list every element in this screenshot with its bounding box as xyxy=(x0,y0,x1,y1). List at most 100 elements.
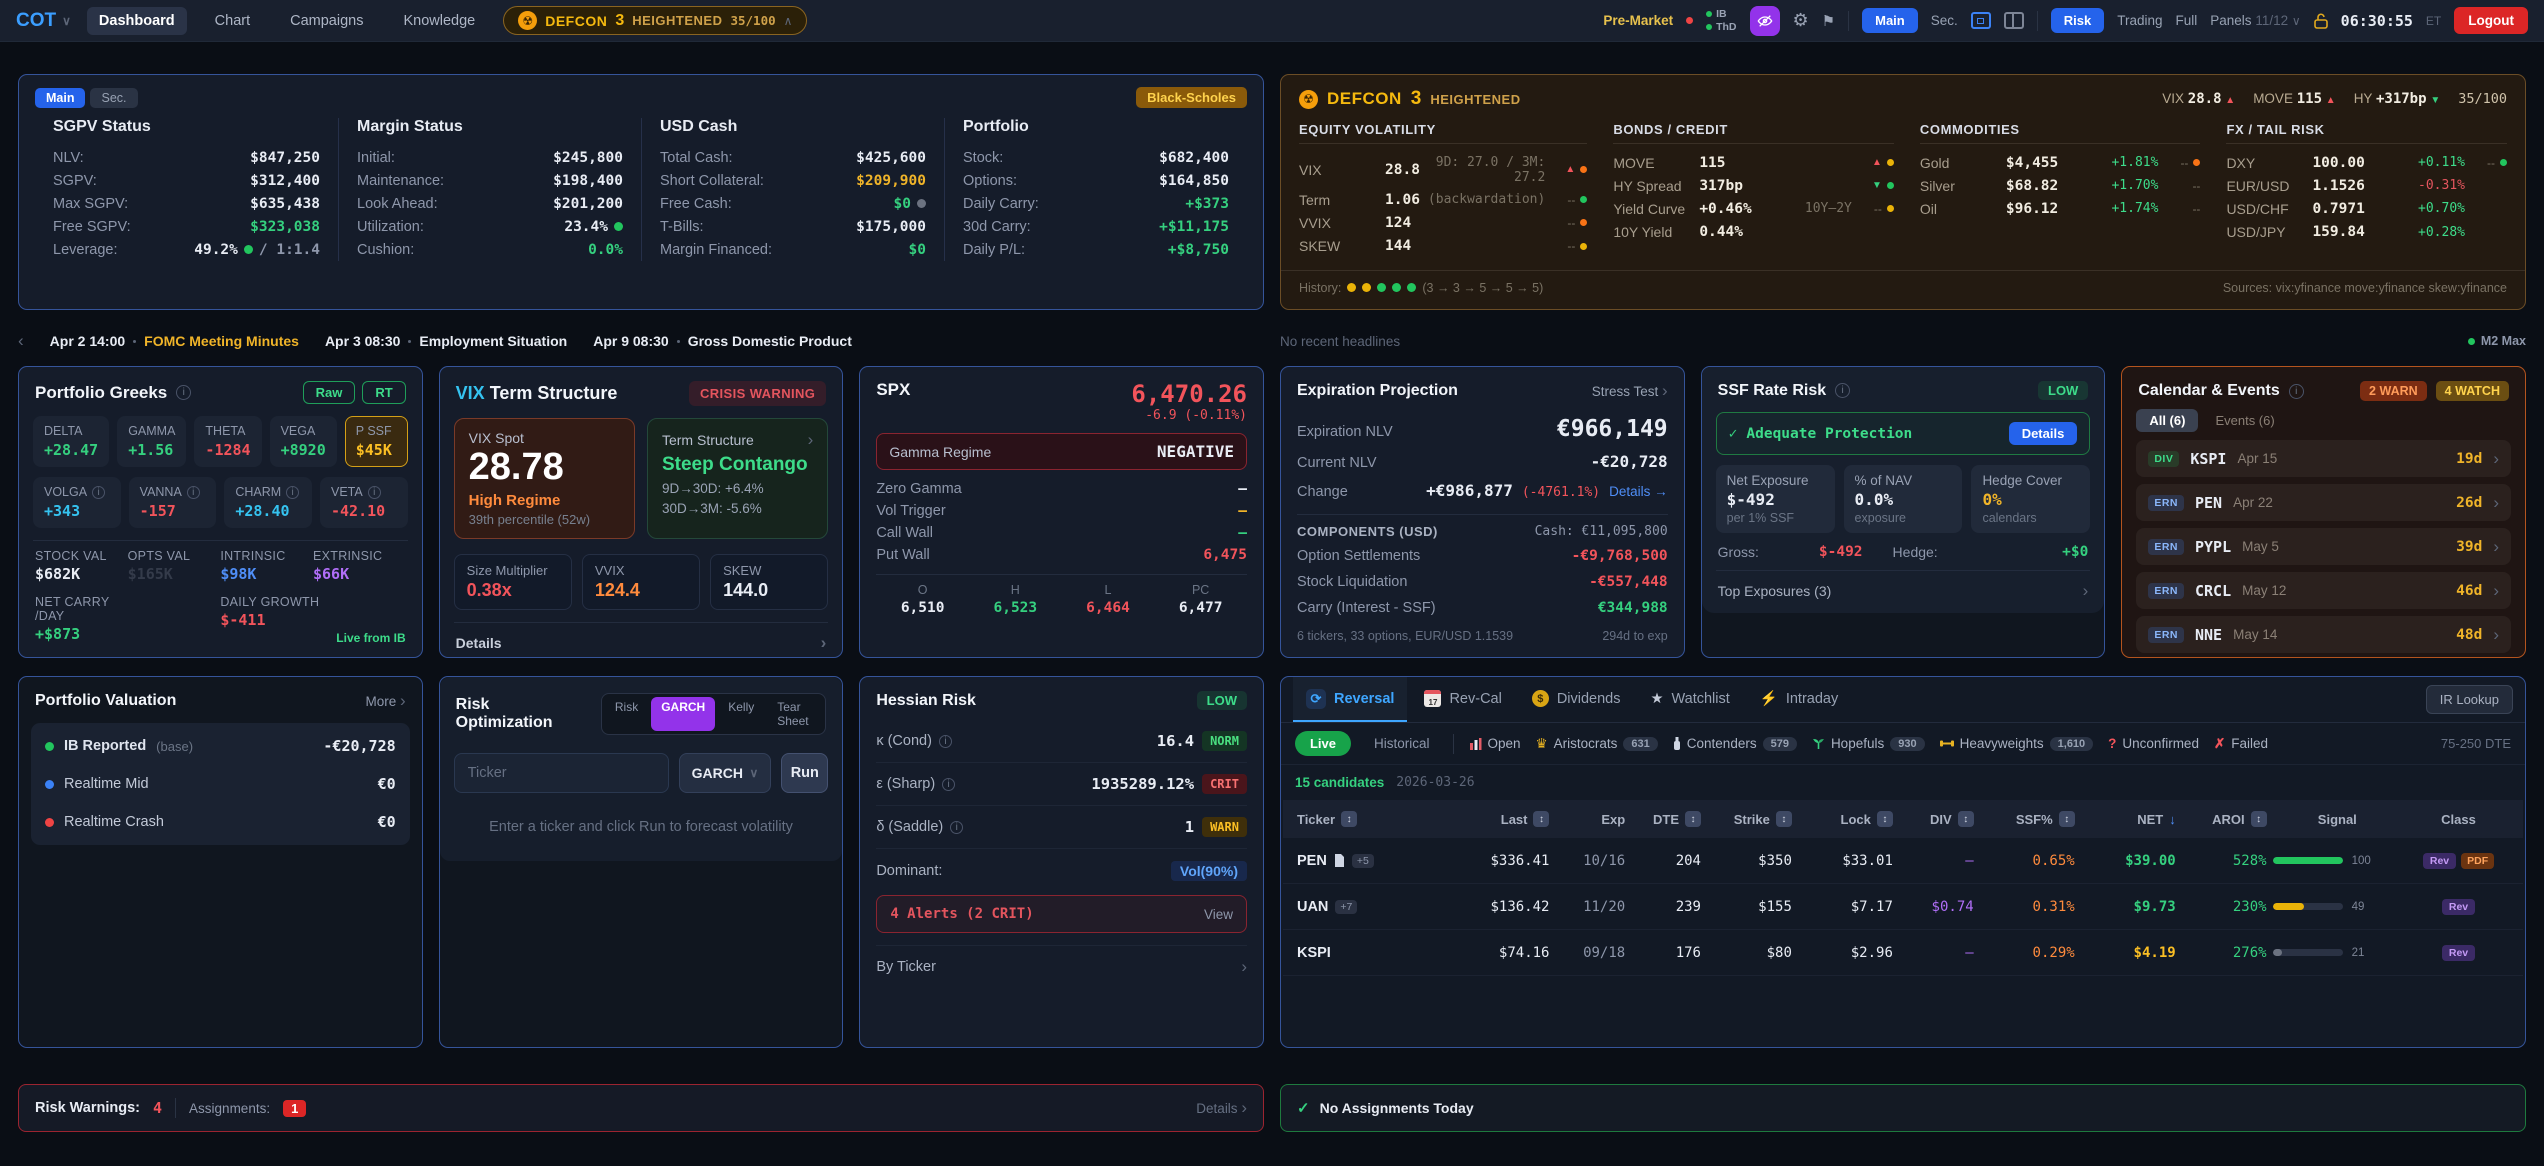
calendar-row[interactable]: DIV KSPI Apr 15 19d › xyxy=(2136,440,2511,477)
info-icon[interactable] xyxy=(1835,383,1851,398)
vanna-tile[interactable]: VANNA-157 xyxy=(128,477,217,528)
historical-toggle[interactable]: Historical xyxy=(1374,736,1430,751)
live-toggle[interactable]: Live xyxy=(1294,731,1351,756)
col-lock[interactable]: Lock ↕ xyxy=(1792,811,1893,827)
pssf-tile-selected[interactable]: P SSF $45K xyxy=(344,416,408,467)
panels-dropdown[interactable]: Panels 11/12 ∨ xyxy=(2210,13,2301,28)
event-item[interactable]: Apr 2 14:00 FOMC Meeting Minutes xyxy=(49,333,299,349)
term-structure-card[interactable]: Term Structure › Steep Contango 9D→30D: +… xyxy=(646,418,829,539)
calendar-row[interactable]: ERN PEN Apr 22 26d › xyxy=(2136,484,2511,521)
col-ssf[interactable]: SSF% ↕ xyxy=(1974,811,2075,827)
info-icon[interactable] xyxy=(92,485,106,499)
nav-tab-dashboard[interactable]: Dashboard xyxy=(86,6,187,35)
stress-test-link[interactable]: Stress Test › xyxy=(1591,381,1668,400)
filter-contenders[interactable]: Contenders 579 xyxy=(1673,736,1797,751)
event-item[interactable]: Apr 9 08:30 Gross Domestic Product xyxy=(593,333,852,349)
nav-tab-knowledge[interactable]: Knowledge xyxy=(403,12,476,29)
gamma-tile[interactable]: GAMMA +1.56 xyxy=(117,416,187,467)
logout-button[interactable]: Logout xyxy=(2454,7,2528,34)
tab-rev-cal[interactable]: 17 Rev-Cal xyxy=(1411,677,1514,722)
ticker-input[interactable] xyxy=(453,753,669,793)
tab-kelly[interactable]: Kelly xyxy=(728,700,755,714)
calendar-row[interactable]: ERN PYPL May 5 39d › xyxy=(2136,528,2511,565)
more-link[interactable]: More › xyxy=(365,691,406,710)
tab-dividends[interactable]: $ Dividends xyxy=(1519,677,1634,722)
event-item[interactable]: Apr 3 08:30 Employment Situation xyxy=(324,333,568,349)
account-main-button[interactable]: Main xyxy=(1862,8,1918,33)
filter-open[interactable]: Open xyxy=(1469,736,1521,751)
nav-tab-chart[interactable]: Chart xyxy=(214,12,251,29)
theta-tile[interactable]: THETA -1284 xyxy=(194,416,262,467)
table-row[interactable]: UAN +7 $136.42 11/20 239 $155 $7.17 $0.7… xyxy=(1282,884,2523,930)
charm-tile[interactable]: CHARM+28.40 xyxy=(224,477,312,528)
info-icon[interactable] xyxy=(938,734,952,748)
details-link[interactable]: Details › xyxy=(453,621,829,653)
benchmark-flag-icon[interactable]: ⚑ xyxy=(1821,12,1836,30)
filter-aristocrats[interactable]: ♛ Aristocrats 631 xyxy=(1536,736,1658,752)
details-button[interactable]: Details xyxy=(2008,422,2078,445)
account-tab-sec[interactable]: Sec. xyxy=(90,87,138,108)
delta-tile[interactable]: DELTA +28.47 xyxy=(33,416,110,467)
full-view-button[interactable]: Full xyxy=(2175,13,2198,28)
split-pane-layout-icon[interactable] xyxy=(2003,12,2024,29)
col-exp[interactable]: Exp xyxy=(1601,811,1626,827)
rt-button[interactable]: RT xyxy=(362,381,406,404)
details-link[interactable]: Details › xyxy=(1196,1098,1247,1117)
calendar-row[interactable]: ERN CRCL May 12 46d › xyxy=(2136,572,2511,609)
scroll-left-icon[interactable]: ‹ xyxy=(18,331,24,350)
gear-icon[interactable]: ⚙ xyxy=(1792,10,1809,30)
col-ticker[interactable]: Ticker ↕ xyxy=(1297,811,1449,827)
info-icon[interactable] xyxy=(950,820,964,834)
app-logo[interactable]: COT ∨ xyxy=(16,10,71,32)
account-tab-main[interactable]: Main xyxy=(35,87,86,108)
info-icon[interactable] xyxy=(176,385,192,400)
tab-watchlist[interactable]: ★ Watchlist xyxy=(1650,690,1730,707)
risk-view-button[interactable]: Risk xyxy=(2050,8,2105,33)
col-signal[interactable]: Signal xyxy=(2317,811,2357,827)
top-exposures-link[interactable]: Top Exposures (3) › xyxy=(1715,570,2091,601)
single-pane-layout-icon[interactable] xyxy=(1970,12,1991,29)
calendar-tab-events[interactable]: Events (6) xyxy=(2215,413,2275,428)
info-icon[interactable] xyxy=(2288,383,2304,399)
calendar-tab-all[interactable]: All (6) xyxy=(2136,409,2199,432)
ir-lookup-button[interactable]: IR Lookup xyxy=(2425,685,2513,714)
tab-intraday[interactable]: ⚡ Intraday xyxy=(1759,690,1839,708)
risk-warnings-bar[interactable]: Risk Warnings: 4 Assignments: 1 Details … xyxy=(18,1084,1264,1132)
filter-unconfirmed[interactable]: ? Unconfirmed xyxy=(2108,736,2199,751)
alerts-box[interactable]: 4 Alerts (2 CRIT) View xyxy=(876,895,1247,933)
by-ticker-link[interactable]: By Ticker › xyxy=(876,945,1247,977)
col-div[interactable]: DIV ↕ xyxy=(1893,811,1974,827)
filter-failed[interactable]: ✗ Failed xyxy=(2213,735,2269,752)
tab-garch[interactable]: GARCH xyxy=(651,697,716,731)
volga-tile[interactable]: VOLGA+343 xyxy=(33,477,121,528)
unlock-icon[interactable] xyxy=(2313,12,2328,29)
nav-tab-campaigns[interactable]: Campaigns xyxy=(290,12,364,29)
account-sec-button[interactable]: Sec. xyxy=(1930,13,1958,28)
table-row[interactable]: PEN +5 $336.41 10/16 204 $350 $33.01 – 0… xyxy=(1282,838,2523,884)
calendar-row[interactable]: ERN NNE May 14 48d › xyxy=(2136,616,2511,653)
col-class[interactable]: Class xyxy=(2441,811,2476,827)
run-button[interactable]: Run xyxy=(781,753,829,793)
col-strike[interactable]: Strike ↕ xyxy=(1701,811,1792,827)
info-icon[interactable] xyxy=(186,485,200,499)
pricing-model-badge[interactable]: Black-Scholes xyxy=(1136,87,1247,108)
tab-risk[interactable]: Risk xyxy=(614,700,639,714)
details-link[interactable]: Details → xyxy=(1609,484,1668,499)
trading-view-button[interactable]: Trading xyxy=(2117,13,2163,28)
veta-tile[interactable]: VETA-42.10 xyxy=(319,477,408,528)
vega-tile[interactable]: VEGA +8920 xyxy=(269,416,337,467)
info-icon[interactable] xyxy=(367,485,381,499)
col-last[interactable]: Last ↕ xyxy=(1448,811,1550,827)
filter-heavyweights[interactable]: Heavyweights 1,610 xyxy=(1939,736,2094,751)
info-icon[interactable] xyxy=(286,485,300,499)
privacy-mode-button[interactable] xyxy=(1749,5,1780,36)
filter-hopefuls[interactable]: Hopefuls 930 xyxy=(1812,736,1925,751)
model-select[interactable]: GARCH ∨ xyxy=(678,753,772,793)
tab-reversal[interactable]: ⟳ Reversal xyxy=(1292,677,1408,722)
view-link[interactable]: View xyxy=(1203,906,1233,922)
col-net-sorted[interactable]: NET ↓ xyxy=(2137,811,2176,827)
raw-button[interactable]: Raw xyxy=(302,381,356,404)
col-dte[interactable]: DTE ↕ xyxy=(1625,811,1701,827)
tab-tear-sheet[interactable]: Tear Sheet xyxy=(777,700,809,728)
defcon-status-pill[interactable]: ☢ DEFCON 3 HEIGHTENED 35/100 ∧ xyxy=(503,6,808,35)
